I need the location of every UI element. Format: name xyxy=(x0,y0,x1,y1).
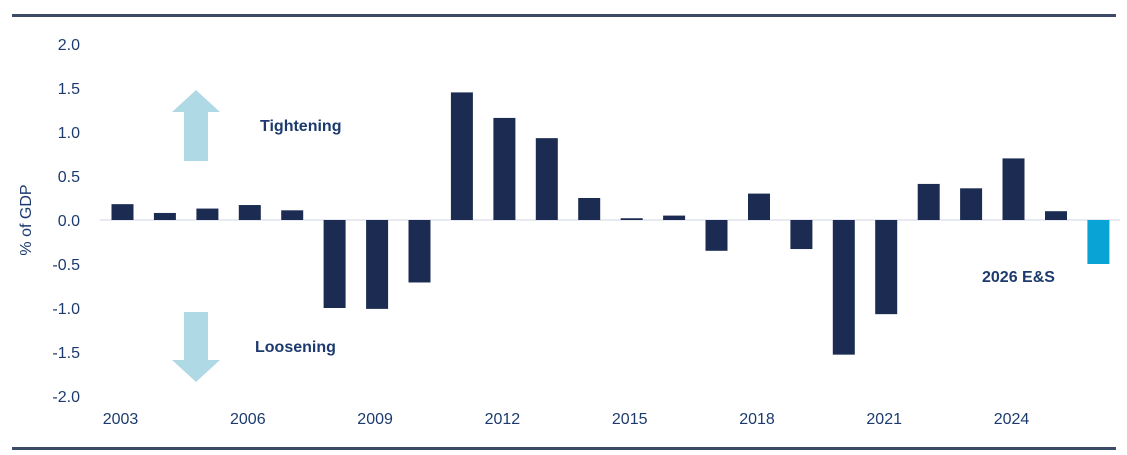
tightening-arrow-icon xyxy=(172,90,220,161)
y-tick-label: -1.5 xyxy=(52,345,80,362)
bar-2013 xyxy=(535,138,558,220)
x-tick-label: 2015 xyxy=(612,411,648,428)
bar-2004 xyxy=(153,212,176,220)
bar-2011 xyxy=(450,92,473,220)
bar-2007 xyxy=(281,210,304,220)
tightening-label: Tightening xyxy=(260,118,341,135)
bar-2010 xyxy=(408,220,431,283)
y-tick-label: 1.0 xyxy=(58,125,80,142)
bar-2014 xyxy=(578,198,601,220)
bar-2025 xyxy=(1045,211,1067,220)
bar-2015 xyxy=(620,218,643,220)
bar-2005 xyxy=(196,208,219,220)
x-axis-ticks: 2003 2006 2009 2012 2015 2018 2021 2024 xyxy=(103,411,1030,428)
x-tick-label: 2006 xyxy=(230,411,266,428)
x-tick-label: 2024 xyxy=(994,411,1030,428)
bar-2008 xyxy=(323,220,346,308)
estimate-label: 2026 E&S xyxy=(982,269,1055,286)
bar-2006 xyxy=(238,205,261,220)
y-axis-label: % of GDP xyxy=(18,184,35,255)
top-rule xyxy=(12,14,1116,17)
bar-2016 xyxy=(663,215,686,220)
bar-2019 xyxy=(790,220,813,250)
x-tick-label: 2012 xyxy=(485,411,521,428)
bar-2003 xyxy=(111,204,134,220)
y-tick-label: -0.5 xyxy=(52,257,80,274)
loosening-arrow-icon xyxy=(172,312,220,382)
loosening-label: Loosening xyxy=(255,339,336,356)
bar-2021 xyxy=(875,220,898,315)
y-tick-label: 0.5 xyxy=(58,169,80,186)
y-tick-label: -1.0 xyxy=(52,301,80,318)
y-tick-label: 1.5 xyxy=(58,81,80,98)
bar-2023 xyxy=(960,188,983,220)
x-tick-label: 2021 xyxy=(866,411,902,428)
x-tick-label: 2018 xyxy=(739,411,775,428)
y-tick-label: -2.0 xyxy=(52,389,80,406)
bars xyxy=(111,92,1110,355)
bar-2018 xyxy=(748,193,770,220)
bottom-rule xyxy=(12,447,1116,450)
bar-2024 xyxy=(1002,158,1025,220)
y-tick-label: 2.0 xyxy=(58,37,80,54)
bar-2020 xyxy=(832,220,855,355)
x-tick-label: 2003 xyxy=(103,411,139,428)
bar-2009 xyxy=(366,220,389,309)
y-axis-ticks: 2.0 1.5 1.0 0.5 0.0 -0.5 -1.0 -1.5 -2.0 xyxy=(52,37,80,406)
bar-2012 xyxy=(493,117,516,220)
y-tick-label: 0.0 xyxy=(58,213,80,230)
bar-2026 xyxy=(1087,220,1110,264)
bar-2022 xyxy=(917,183,940,220)
bar-2017 xyxy=(705,220,728,251)
x-tick-label: 2009 xyxy=(357,411,393,428)
